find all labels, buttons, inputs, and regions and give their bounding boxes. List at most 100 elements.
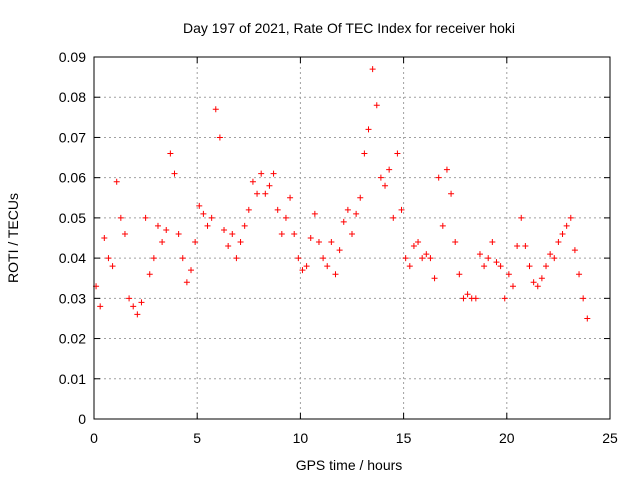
data-point: [142, 214, 149, 221]
data-point: [349, 230, 355, 237]
data-point: [311, 210, 318, 217]
data-point: [555, 239, 562, 246]
data-point: [336, 247, 343, 254]
chart-title: Day 197 of 2021, Rate Of TEC Index for r…: [183, 20, 515, 36]
data-point: [192, 239, 199, 246]
data-point: [526, 263, 533, 270]
data-point: [225, 243, 232, 250]
y-tick-label: 0.03: [59, 290, 86, 306]
y-tick-label: 0.05: [59, 210, 86, 226]
data-point: [183, 279, 190, 286]
data-point: [361, 150, 368, 157]
x-axis-label: GPS time / hours: [296, 457, 403, 473]
data-point: [386, 166, 393, 173]
plot-frame: [93, 56, 611, 420]
data-point: [538, 275, 545, 282]
data-point: [324, 263, 331, 270]
y-tick-label: 0.07: [59, 129, 86, 145]
data-point: [274, 206, 281, 213]
data-point: [171, 170, 178, 177]
data-points: [93, 66, 591, 322]
data-point: [262, 190, 269, 197]
data-point: [452, 239, 459, 246]
data-point: [138, 299, 145, 306]
data-point: [344, 206, 351, 213]
data-point: [584, 315, 591, 322]
data-point: [505, 271, 512, 278]
data-point: [402, 255, 409, 262]
data-point: [357, 194, 364, 201]
data-point: [567, 214, 574, 221]
data-point: [159, 239, 166, 246]
y-axis-label: ROTI / TECUs: [5, 193, 21, 283]
data-point: [175, 230, 182, 237]
data-point: [266, 182, 273, 189]
data-point: [126, 295, 133, 302]
data-point: [208, 214, 215, 221]
data-point: [200, 210, 207, 217]
data-point: [307, 235, 314, 241]
data-point: [551, 255, 558, 262]
data-point: [249, 178, 256, 185]
data-point: [216, 134, 223, 141]
data-point: [134, 311, 141, 318]
data-point: [547, 251, 554, 258]
data-point: [534, 283, 541, 290]
y-axis-ticks: 0 0.01 0.02 0.03 0.04 0.05 0.06 0.07 0.08 0.09: [59, 49, 610, 427]
data-point: [563, 222, 570, 229]
data-point: [398, 206, 405, 213]
data-point: [237, 239, 244, 246]
data-point: [121, 230, 128, 237]
data-point: [514, 243, 521, 250]
data-point: [497, 263, 504, 270]
data-point: [509, 283, 516, 290]
data-point: [406, 263, 413, 270]
y-tick-label: 0.06: [59, 170, 86, 186]
data-point: [456, 271, 463, 278]
y-tick-label: 0.09: [59, 49, 86, 65]
data-point: [481, 263, 488, 270]
y-tick-label: 0: [78, 411, 86, 427]
data-point: [233, 255, 240, 262]
data-point: [291, 230, 298, 237]
data-point: [287, 194, 294, 201]
data-point: [101, 235, 108, 241]
data-point: [150, 255, 157, 262]
data-point: [448, 190, 455, 197]
data-point: [472, 295, 479, 302]
data-point: [241, 222, 248, 229]
data-point: [476, 251, 483, 258]
data-point: [299, 267, 306, 274]
data-point: [427, 255, 434, 262]
data-point: [254, 190, 261, 197]
data-point: [245, 206, 252, 213]
data-point: [303, 263, 310, 270]
data-point: [278, 230, 285, 237]
grid-lines: [94, 57, 610, 419]
data-point: [369, 66, 376, 73]
data-point: [315, 239, 322, 246]
data-point: [373, 102, 380, 109]
data-point: [423, 251, 430, 258]
y-tick-label: 0.04: [59, 250, 86, 266]
data-point: [390, 214, 397, 221]
data-point: [580, 295, 587, 302]
data-point: [188, 267, 195, 274]
x-tick-label: 10: [293, 430, 309, 446]
data-point: [435, 174, 442, 181]
data-point: [543, 263, 550, 270]
data-point: [340, 218, 347, 225]
data-point: [204, 222, 211, 229]
data-point: [113, 178, 120, 185]
data-point: [105, 255, 112, 262]
x-tick-label: 25: [602, 430, 618, 446]
data-point: [419, 255, 426, 262]
data-point: [282, 214, 289, 221]
data-point: [332, 271, 339, 278]
y-tick-label: 0.08: [59, 89, 86, 105]
data-point: [377, 174, 384, 181]
data-point: [431, 275, 438, 282]
data-point: [530, 279, 537, 286]
data-point: [522, 243, 529, 250]
